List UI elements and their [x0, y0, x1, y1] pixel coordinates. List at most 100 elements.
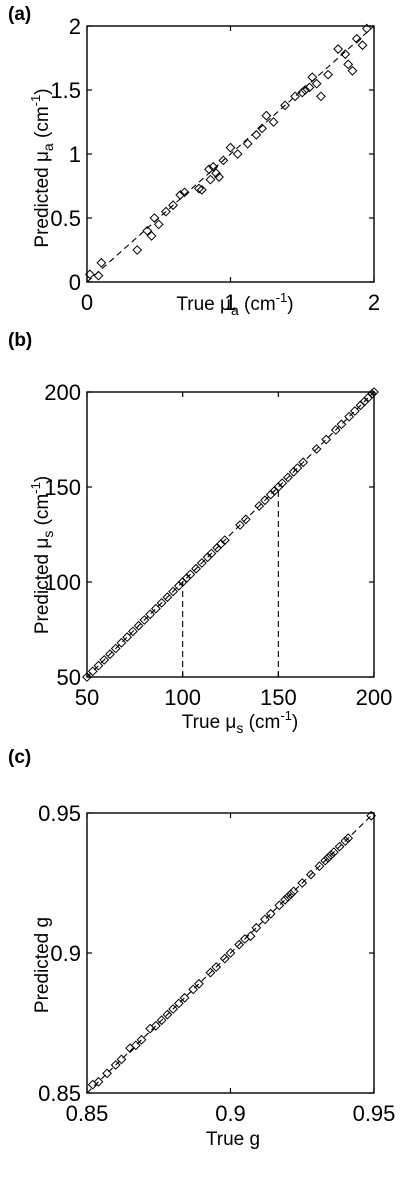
panel-a-data-point	[142, 225, 153, 236]
panel-c-data-point	[225, 948, 236, 958]
panel-a-data-point	[300, 85, 311, 95]
panel-b-x-tick-label: 50	[75, 685, 99, 710]
panel-a-data-point	[225, 142, 236, 153]
panel-c-data-point	[282, 892, 293, 902]
panel-b-data-point	[177, 577, 188, 587]
panel-b-data-point	[336, 419, 347, 430]
panel-c: (c) 0.85 0.9 0.95 0.85 0.9 0.95 True g Predic…	[8, 747, 395, 1150]
panel-c-fit-line	[86, 812, 375, 1094]
panel-b-data-point	[181, 573, 192, 584]
panel-b-y-tick-label: 100	[44, 570, 81, 595]
panel-a-data-point	[96, 257, 107, 268]
panel-c-plot-area: 0.85 0.9 0.95 0.85 0.9 0.95	[38, 801, 395, 1126]
panel-a-data-point	[211, 168, 222, 179]
panel-c-data-point	[93, 1076, 104, 1087]
panel-b-data-point	[156, 597, 167, 608]
panel-a-data-point	[84, 269, 95, 280]
panel-b-data-point	[321, 434, 332, 445]
panel-c-data-point	[285, 889, 296, 900]
panel-c-data-point	[110, 1060, 121, 1070]
panel-b-axes-frame	[86, 391, 375, 678]
panel-c-x-tick-label: 0.85	[66, 1101, 109, 1126]
panel-b-data-point	[254, 501, 265, 511]
panel-b-data-point	[240, 514, 251, 525]
panel-c-data-point	[251, 922, 262, 933]
panel-a-data-point	[168, 200, 179, 211]
panel-b-data-point	[99, 654, 110, 665]
panel-b-data-point	[282, 472, 293, 483]
panel-b-data-point	[298, 457, 309, 468]
panel-b-data-point	[105, 649, 115, 660]
panel-a-data-point	[257, 123, 267, 134]
panel-c-x-tick-label: 0.9	[215, 1101, 246, 1126]
panel-b-data-point	[344, 411, 355, 422]
panel-b-data-point	[145, 609, 156, 620]
panel-b-data-point	[162, 592, 173, 603]
panel-b-y-tick-label: 200	[44, 380, 81, 405]
panel-c-y-axis-label: Predicted g	[32, 917, 53, 1013]
panel-b-x-axis-label: True μs (cm-1)	[182, 708, 298, 736]
panel-a-data-point	[161, 206, 171, 217]
panel-b-data-point	[369, 387, 379, 397]
panel-a-data-point	[204, 164, 214, 175]
panel-b-data-point	[168, 586, 179, 597]
panel-c-y-tick-label: 0.95	[38, 801, 81, 826]
panel-b-data-point	[330, 425, 341, 435]
panel-c-data-point	[245, 931, 256, 942]
panel-a-data-point	[333, 44, 344, 54]
panel-b-data-point	[202, 552, 213, 563]
panel-c-label: (c)	[8, 747, 31, 768]
panel-c-data-point	[366, 810, 377, 821]
panel-a-y-tick-label: 0	[69, 270, 81, 295]
panel-b-data-point	[359, 396, 370, 407]
panel-b-data-point	[260, 495, 270, 506]
panel-b-data-point	[212, 542, 223, 553]
panel-c-data-point	[297, 878, 308, 888]
panel-b-data-point	[139, 615, 150, 625]
panel-c-data-point	[162, 1009, 173, 1020]
panel-a-data-point	[153, 219, 164, 230]
panel-a-data-point	[179, 187, 190, 198]
panel-a-data-point	[343, 59, 354, 70]
panel-c-data-point	[314, 861, 325, 872]
panel-b-data-point	[367, 388, 377, 399]
panel-b-data-point	[196, 558, 207, 568]
panel-a-data-point	[280, 100, 290, 111]
panel-b-data-point	[355, 400, 366, 411]
panel-b-data-point	[292, 463, 303, 473]
panel-b-data-point	[87, 666, 98, 677]
panel-a-data-point	[323, 69, 333, 80]
panel-a-data-point	[357, 40, 368, 51]
panel-c-data-point	[179, 992, 190, 1003]
panel-b-data-point	[206, 548, 217, 559]
panel-a-data-point	[194, 183, 204, 194]
panel-a-y-tick-label: 2	[69, 14, 81, 39]
panel-a-data-point	[93, 270, 104, 281]
panel-a-x-axis-label: True μa (cm-1)	[176, 290, 293, 318]
panel-c-data-point	[320, 855, 331, 866]
panel-b-data-point	[185, 569, 196, 580]
panel-c-data-point	[274, 900, 285, 911]
panel-a-data-point	[175, 190, 186, 200]
panel-c-data-point	[265, 908, 276, 919]
panel-c-data-point	[205, 967, 216, 978]
panel-c-data-point	[326, 850, 336, 860]
panel-c-data-point	[211, 962, 222, 972]
panel-a-data-point	[261, 110, 272, 121]
panel-b: (b) 50 100 150 200 50 100 150 200 True μs (cm-1…	[8, 330, 392, 736]
panel-c-x-tick-label: 0.95	[353, 1101, 396, 1126]
panel-a-x-tick-label: 2	[368, 290, 380, 315]
panel-a-data-point	[149, 213, 160, 223]
panel-b-label: (b)	[8, 330, 32, 351]
panel-a-data-point	[307, 72, 318, 83]
panel-b-x-tick-label: 150	[260, 685, 297, 710]
panel-c-data-point	[280, 894, 290, 905]
panel-b-data-point	[133, 620, 144, 631]
panel-b-data-point	[349, 406, 360, 416]
panel-a-data-point	[347, 65, 358, 76]
panel-a-x-tick-label: 1	[224, 290, 236, 315]
panel-c-data-point	[219, 953, 230, 964]
panel-b-data-point	[277, 478, 288, 489]
panel-c-data-point	[288, 886, 299, 897]
